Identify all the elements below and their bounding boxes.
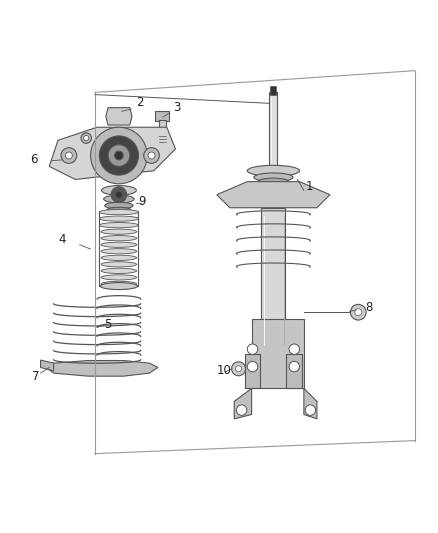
Ellipse shape xyxy=(101,229,137,235)
Bar xyxy=(269,92,277,171)
Ellipse shape xyxy=(258,178,289,185)
Bar xyxy=(155,111,170,120)
Ellipse shape xyxy=(101,281,137,287)
Circle shape xyxy=(247,361,258,372)
Text: 10: 10 xyxy=(217,365,232,377)
Text: 9: 9 xyxy=(138,195,146,208)
Ellipse shape xyxy=(101,268,137,273)
Circle shape xyxy=(91,127,147,184)
Ellipse shape xyxy=(101,236,137,241)
Polygon shape xyxy=(45,360,158,376)
Bar xyxy=(261,208,286,353)
Circle shape xyxy=(247,344,258,354)
Ellipse shape xyxy=(99,216,138,221)
Ellipse shape xyxy=(105,203,133,209)
Text: 6: 6 xyxy=(30,153,37,166)
Ellipse shape xyxy=(101,249,137,254)
Ellipse shape xyxy=(101,275,137,280)
Text: 1: 1 xyxy=(306,180,314,193)
Bar xyxy=(270,86,276,94)
Text: 8: 8 xyxy=(365,301,372,314)
Ellipse shape xyxy=(101,242,137,247)
Circle shape xyxy=(289,361,300,372)
Ellipse shape xyxy=(101,255,137,261)
Circle shape xyxy=(236,366,242,372)
Circle shape xyxy=(350,304,366,320)
Circle shape xyxy=(111,187,127,203)
Circle shape xyxy=(81,133,92,143)
Ellipse shape xyxy=(99,223,138,228)
Polygon shape xyxy=(49,127,176,180)
Circle shape xyxy=(289,344,300,354)
Circle shape xyxy=(115,151,123,160)
Ellipse shape xyxy=(100,282,138,289)
Polygon shape xyxy=(41,360,53,371)
Polygon shape xyxy=(106,108,132,125)
Text: 7: 7 xyxy=(32,370,39,383)
Text: 5: 5 xyxy=(104,318,111,332)
Circle shape xyxy=(65,152,72,159)
Circle shape xyxy=(108,144,130,166)
Ellipse shape xyxy=(102,185,136,195)
Text: 2: 2 xyxy=(136,96,144,109)
Ellipse shape xyxy=(104,195,134,203)
Bar xyxy=(245,353,260,389)
Bar xyxy=(159,120,166,134)
Text: 4: 4 xyxy=(58,232,65,246)
Circle shape xyxy=(144,148,159,163)
Polygon shape xyxy=(304,389,317,419)
Circle shape xyxy=(99,136,138,175)
Bar xyxy=(252,319,304,389)
Circle shape xyxy=(116,191,122,198)
Circle shape xyxy=(237,405,247,415)
Ellipse shape xyxy=(254,173,293,182)
Circle shape xyxy=(232,362,246,376)
Ellipse shape xyxy=(101,262,137,267)
Polygon shape xyxy=(217,182,330,208)
Circle shape xyxy=(61,148,77,163)
Circle shape xyxy=(84,135,89,141)
Polygon shape xyxy=(234,389,252,419)
Bar xyxy=(286,353,302,389)
Ellipse shape xyxy=(107,207,131,213)
Circle shape xyxy=(305,405,316,415)
Circle shape xyxy=(148,152,155,159)
Text: 3: 3 xyxy=(173,101,181,114)
Ellipse shape xyxy=(99,209,138,215)
Ellipse shape xyxy=(247,165,300,176)
Circle shape xyxy=(355,309,362,316)
